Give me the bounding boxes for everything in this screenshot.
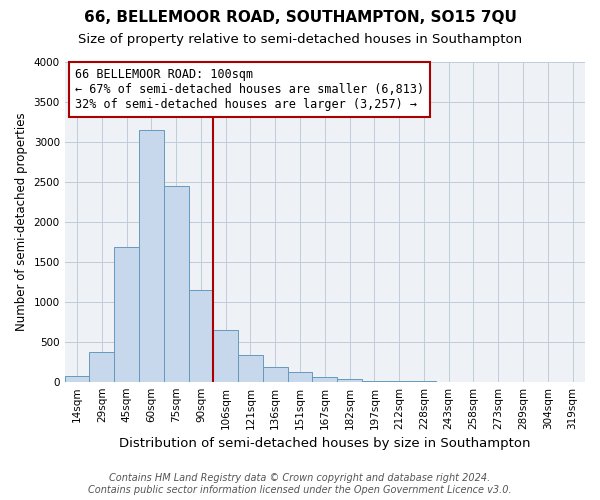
Bar [164,186,188,382]
X-axis label: Distribution of semi-detached houses by size in Southampton: Distribution of semi-detached houses by … [119,437,530,450]
Bar [114,247,139,382]
Bar [89,352,114,382]
Text: 66 BELLEMOOR ROAD: 100sqm
← 67% of semi-detached houses are smaller (6,813)
32% : 66 BELLEMOOR ROAD: 100sqm ← 67% of semi-… [75,68,424,111]
Text: Contains HM Land Registry data © Crown copyright and database right 2024.
Contai: Contains HM Land Registry data © Crown c… [88,474,512,495]
Bar [337,380,362,382]
Bar [313,378,337,382]
Text: Size of property relative to semi-detached houses in Southampton: Size of property relative to semi-detach… [78,32,522,46]
Bar [65,376,89,382]
Bar [214,330,238,382]
Bar [238,356,263,382]
Bar [139,130,164,382]
Bar [362,381,387,382]
Y-axis label: Number of semi-detached properties: Number of semi-detached properties [15,112,28,331]
Bar [188,290,214,382]
Text: 66, BELLEMOOR ROAD, SOUTHAMPTON, SO15 7QU: 66, BELLEMOOR ROAD, SOUTHAMPTON, SO15 7Q… [83,10,517,25]
Bar [263,367,287,382]
Bar [287,372,313,382]
